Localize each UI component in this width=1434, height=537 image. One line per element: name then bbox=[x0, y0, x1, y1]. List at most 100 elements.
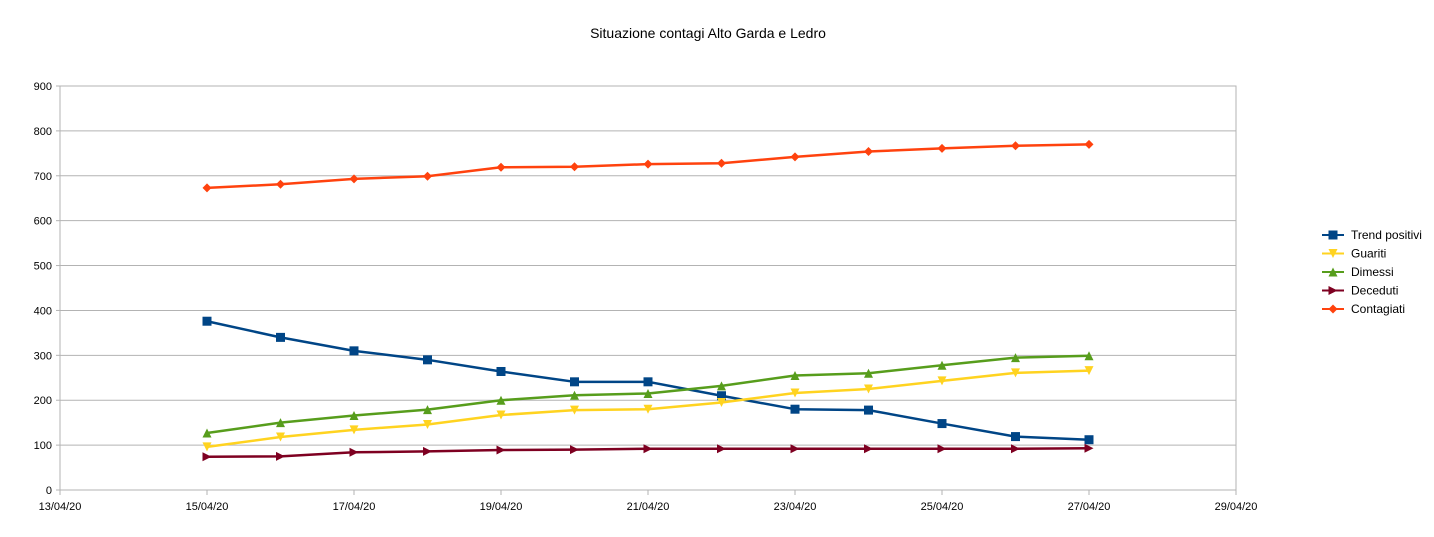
data-point-guariti bbox=[717, 397, 726, 407]
y-tick-label: 300 bbox=[34, 350, 52, 362]
legend: Trend positivi Guariti Dimessi Deceduti Cont… bbox=[1322, 228, 1422, 316]
data-point-guariti bbox=[202, 442, 212, 452]
y-tick-label: 800 bbox=[34, 126, 52, 138]
legend-marker bbox=[1328, 304, 1338, 314]
data-point-deceduti bbox=[1084, 443, 1094, 453]
x-tick-label: 19/04/20 bbox=[480, 501, 523, 513]
data-point-contagiati bbox=[423, 171, 432, 181]
data-point-guariti bbox=[790, 388, 800, 398]
chart-title: Situazione contagi Alto Garda e Ledro bbox=[590, 25, 826, 41]
data-point-guariti bbox=[496, 410, 506, 420]
legend-label: Dimessi bbox=[1351, 265, 1394, 279]
legend-marker bbox=[1328, 267, 1338, 277]
data-point-contagiati bbox=[570, 162, 579, 172]
data-point-deceduti bbox=[423, 446, 432, 456]
x-tick-label: 23/04/20 bbox=[774, 501, 817, 513]
y-tick-label: 700 bbox=[34, 171, 52, 183]
data-point-dimessi bbox=[643, 388, 653, 398]
legend-label: Contagiati bbox=[1351, 302, 1405, 316]
data-point-contagiati bbox=[349, 174, 359, 184]
data-point-contagiati bbox=[276, 179, 285, 189]
data-point-trend-positivi bbox=[423, 355, 432, 365]
data-point-dimessi bbox=[423, 405, 432, 415]
data-point-trend-positivi bbox=[349, 346, 359, 356]
series-contagiati bbox=[202, 139, 1094, 193]
data-point-deceduti bbox=[496, 445, 506, 455]
data-point-guariti bbox=[643, 404, 653, 414]
y-tick-label: 100 bbox=[34, 440, 52, 452]
x-tick-label: 15/04/20 bbox=[186, 501, 229, 513]
data-point-contagiati bbox=[1084, 139, 1094, 149]
x-tick-label: 13/04/20 bbox=[39, 501, 82, 513]
x-tick-label: 29/04/20 bbox=[1215, 501, 1258, 513]
legend-label: Trend positivi bbox=[1351, 228, 1422, 242]
data-point-trend-positivi bbox=[937, 419, 947, 429]
legend-label: Guariti bbox=[1351, 247, 1386, 261]
data-point-trend-positivi bbox=[570, 377, 579, 387]
data-point-contagiati bbox=[643, 159, 653, 169]
data-point-trend-positivi bbox=[1084, 435, 1094, 445]
y-tick-label: 600 bbox=[34, 216, 52, 228]
legend-marker bbox=[1328, 249, 1338, 258]
data-point-deceduti bbox=[570, 445, 579, 455]
legend-item-guariti: Guariti bbox=[1322, 247, 1386, 261]
axes: 0 100 200 300 400 500 600 700 800 900 13/04/20 15/0… bbox=[34, 81, 1258, 513]
y-tick-label: 200 bbox=[34, 395, 52, 407]
data-point-dimessi bbox=[496, 395, 506, 405]
x-tick-label: 25/04/20 bbox=[921, 501, 964, 513]
legend-item-dimessi: Dimessi bbox=[1322, 265, 1394, 279]
data-point-dimessi bbox=[349, 410, 359, 420]
data-point-deceduti bbox=[1011, 444, 1020, 454]
data-point-trend-positivi bbox=[717, 391, 726, 401]
data-point-dimessi bbox=[1011, 353, 1020, 363]
data-point-deceduti bbox=[790, 444, 800, 454]
y-tick-label: 500 bbox=[34, 261, 52, 273]
data-point-guariti bbox=[276, 432, 285, 442]
data-point-guariti bbox=[864, 384, 873, 394]
data-point-deceduti bbox=[202, 452, 212, 462]
data-point-guariti bbox=[349, 425, 359, 435]
legend-marker bbox=[1328, 286, 1338, 295]
data-point-deceduti bbox=[643, 444, 653, 454]
data-point-trend-positivi bbox=[202, 316, 212, 326]
data-point-deceduti bbox=[349, 447, 359, 457]
data-point-trend-positivi bbox=[790, 404, 800, 414]
data-point-contagiati bbox=[937, 143, 947, 153]
data-point-guariti bbox=[937, 376, 947, 386]
data-point-dimessi bbox=[717, 381, 726, 391]
data-point-deceduti bbox=[276, 451, 285, 461]
y-tick-label: 900 bbox=[34, 81, 52, 93]
data-point-guariti bbox=[1084, 366, 1094, 376]
legend-label: Deceduti bbox=[1351, 284, 1398, 298]
data-point-contagiati bbox=[496, 162, 506, 172]
data-point-contagiati bbox=[1011, 141, 1020, 151]
data-point-contagiati bbox=[790, 152, 800, 162]
series-trend-positivi bbox=[202, 316, 1094, 445]
data-point-contagiati bbox=[864, 147, 873, 157]
y-tick-label: 400 bbox=[34, 305, 52, 317]
data-point-deceduti bbox=[937, 444, 947, 454]
data-point-dimessi bbox=[570, 390, 579, 400]
legend-marker bbox=[1328, 230, 1338, 240]
series-lines bbox=[202, 139, 1094, 462]
data-point-dimessi bbox=[202, 428, 212, 438]
data-point-dimessi bbox=[937, 360, 947, 370]
data-point-deceduti bbox=[717, 444, 726, 454]
data-point-trend-positivi bbox=[643, 377, 653, 387]
data-point-dimessi bbox=[790, 371, 800, 381]
data-point-contagiati bbox=[717, 158, 726, 168]
series-dimessi bbox=[202, 351, 1094, 438]
data-point-guariti bbox=[570, 405, 579, 415]
data-point-guariti bbox=[1011, 368, 1020, 378]
x-tick-label: 27/04/20 bbox=[1068, 501, 1111, 513]
data-point-deceduti bbox=[864, 444, 873, 454]
data-point-trend-positivi bbox=[864, 405, 873, 415]
x-tick-label: 17/04/20 bbox=[333, 501, 376, 513]
x-tick-label: 21/04/20 bbox=[627, 501, 670, 513]
series-guariti bbox=[202, 366, 1094, 452]
y-tick-label: 0 bbox=[46, 485, 52, 497]
legend-item-deceduti: Deceduti bbox=[1322, 284, 1398, 298]
data-point-trend-positivi bbox=[496, 366, 506, 376]
